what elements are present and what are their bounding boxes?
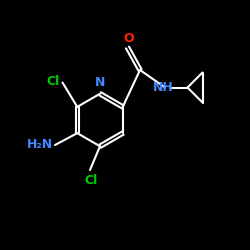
Text: Cl: Cl bbox=[46, 75, 60, 88]
Text: Cl: Cl bbox=[84, 174, 98, 188]
Text: NH: NH bbox=[154, 81, 174, 94]
Text: N: N bbox=[95, 76, 105, 89]
Text: H₂N: H₂N bbox=[26, 138, 52, 151]
Text: O: O bbox=[124, 32, 134, 44]
